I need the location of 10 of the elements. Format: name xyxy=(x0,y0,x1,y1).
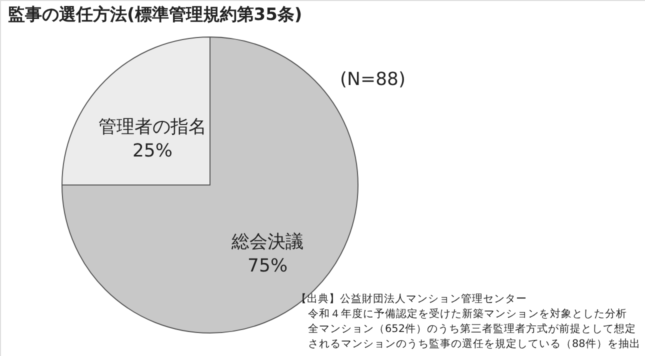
data-label: 75% xyxy=(248,256,288,277)
text: 全マンション（652件）のうち第三者監理者方式が前提として想定 xyxy=(308,322,636,335)
chart-title: 監事の選任方法(標準管理規約第35条) xyxy=(8,5,302,25)
text: 【出典】公益財団法人マンション管理センター xyxy=(296,292,527,305)
text: されるマンションのうち監事の選任を規定している（88件）を抽出 xyxy=(308,337,640,350)
data-label: 25% xyxy=(132,140,172,162)
slice-label: 総会決議 xyxy=(230,232,304,253)
text: (N=88) xyxy=(340,69,406,90)
text: 令和４年度に予備認定を受けた新築マンションを対象とした分析 xyxy=(308,307,627,320)
slice-label: 管理者の指名 xyxy=(98,116,206,138)
